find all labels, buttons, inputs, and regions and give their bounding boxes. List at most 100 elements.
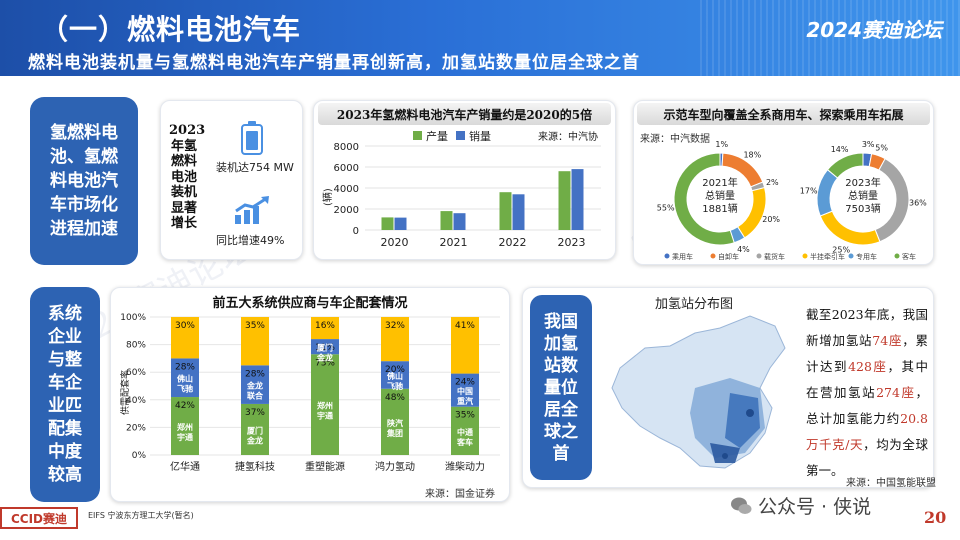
- production-chart-source: 来源：中汽协: [538, 130, 598, 143]
- legend-dot: [802, 253, 808, 259]
- supplier-chart-ylabel: 供需配套率: [119, 370, 131, 415]
- supplier-chart-source: 来源：国金证券: [425, 489, 495, 500]
- bar-production: [558, 171, 571, 230]
- donut-slice: [826, 152, 864, 179]
- ccid-logo: CCID赛迪: [0, 507, 78, 529]
- donut-slice-label: 14%: [831, 145, 849, 154]
- legend-label-production: 产量: [426, 129, 448, 143]
- pill-market-process: 氢燃料电池、氢燃料电池汽车市场化进程加速: [30, 97, 138, 265]
- vehicle-type-donuts: 1% 18% 2% 20% 4% 55% 3% 5% 36% 25% 17% 14% 2021年 总…: [657, 140, 927, 261]
- donut-slice-label: 3%: [862, 140, 875, 149]
- y-tick-label: 6000: [334, 163, 359, 174]
- segment-percent: 73%: [315, 358, 335, 368]
- stack-segment: [451, 406, 479, 455]
- y-tick-label: 60%: [126, 368, 146, 378]
- donut-2021-center-line2: 总销量: [705, 189, 735, 202]
- china-map-image: [611, 315, 786, 469]
- donut-slice-label: 25%: [832, 245, 850, 254]
- donut-legend-label: 乘用车: [672, 252, 693, 261]
- segment-label: 联合: [247, 391, 264, 401]
- y-tick-label: 40%: [126, 396, 146, 406]
- station-summary-text: 截至2023年底，我国新增加氢站74座，累计达到428座，其中在营加氢站274座…: [806, 302, 928, 484]
- donut-slice: [673, 152, 735, 246]
- production-chart-ylabel: (辆): [321, 188, 334, 206]
- stack-segment: [171, 397, 199, 455]
- install-panel: 2023年氢燃料电池装机显著增长 装机达754 MW 同比增速49%: [160, 100, 303, 260]
- summary-highlight-total: 428座: [848, 359, 888, 374]
- donut-2021-center-line1: 2021年: [702, 176, 737, 189]
- donut-2021-center-line3: 1881辆: [702, 202, 737, 215]
- segment-label: 宇通: [317, 411, 333, 421]
- segment-label: 金龙: [246, 381, 263, 391]
- segment-label: 宇通: [177, 432, 193, 442]
- donut-slice: [874, 158, 910, 243]
- donut-slice-label: 4%: [737, 245, 750, 254]
- segment-percent: 28%: [245, 369, 265, 379]
- header-banner: （一）燃料电池汽车 2024赛迪论坛 燃料电池装机量与氢燃料电池汽车产销量再创新…: [0, 0, 960, 76]
- segment-percent: 42%: [175, 401, 195, 411]
- donut-legend-label: 自卸车: [718, 252, 739, 261]
- y-tick-label: 2000: [334, 205, 359, 216]
- y-tick-label: 20%: [126, 423, 146, 433]
- summary-text: 截至2023年底，我国新增加氢站: [806, 307, 928, 348]
- y-tick-label: 80%: [126, 341, 146, 351]
- segment-label: 金龙: [316, 353, 333, 363]
- stack-segment: [381, 317, 409, 362]
- segment-label: 郑州: [317, 401, 333, 411]
- segment-percent: 32%: [385, 321, 405, 331]
- donut-slice-label: 18%: [743, 151, 761, 160]
- donut-2023-center-line1: 2023年: [845, 176, 880, 189]
- bar-sales: [512, 194, 525, 230]
- segment-label: 中通: [457, 427, 473, 437]
- summary-text: ，均为全球第一。: [806, 437, 928, 478]
- segment-percent: 30%: [175, 321, 195, 331]
- stack-segment: [241, 317, 269, 366]
- stack-segment: [381, 361, 409, 389]
- stack-segment: [241, 365, 269, 404]
- bar-sales: [394, 217, 407, 230]
- donut-2023-center-line2: 总销量: [848, 189, 878, 202]
- donut-slice: [736, 186, 767, 239]
- x-tick-label: 2022: [499, 236, 527, 249]
- growth-chart-icon: [235, 196, 269, 224]
- install-vertical-label: 2023年氢燃料电池装机显著增长: [169, 123, 206, 231]
- wechat-icon: [731, 497, 752, 514]
- segment-percent: 35%: [245, 321, 265, 331]
- page-number: 20: [924, 508, 947, 527]
- stack-segment: [381, 388, 409, 455]
- donut-slice-label: 17%: [800, 186, 818, 195]
- legend-swatch-production: [413, 131, 422, 140]
- segment-percent: 37%: [245, 408, 265, 418]
- x-tick-label: 捷氢科技: [235, 460, 275, 473]
- eifs-logo: EIFS 宁波东方理工大学(暂名): [88, 511, 194, 520]
- segment-percent: 48%: [385, 393, 405, 403]
- segment-label: 陕汽: [387, 418, 403, 428]
- wechat-account-label: 公众号 · 侠说: [758, 496, 872, 518]
- segment-percent: 24%: [455, 378, 475, 388]
- donut-legend-label: 客车: [902, 252, 916, 261]
- stack-segment: [311, 317, 339, 340]
- donut-legend-label: 专用车: [856, 252, 877, 261]
- donut-slice-label: 1%: [715, 140, 728, 149]
- donut-legend-label: 半挂牵引车: [810, 252, 845, 261]
- x-tick-label: 重塑能源: [305, 460, 345, 473]
- wechat-watermark: 公众号 · 侠说: [730, 492, 871, 519]
- donut-2023-center-line3: 7503辆: [845, 202, 880, 215]
- donut-legend-label: 载货车: [764, 252, 785, 261]
- x-tick-label: 潍柴动力: [445, 460, 485, 473]
- segment-percent: 20%: [385, 365, 405, 375]
- bar-sales: [571, 169, 584, 230]
- donut-slice-label: 5%: [875, 143, 888, 152]
- stack-segment: [311, 339, 339, 355]
- segment-label: 金龙: [246, 435, 263, 445]
- map-source: 来源：中国氢能联盟: [846, 478, 936, 489]
- summary-text: ，累计达到: [806, 333, 928, 374]
- segment-label: 厦门: [247, 425, 263, 435]
- stack-segment: [451, 317, 479, 374]
- vehicle-type-title: 示范车型向覆盖全系商用车、探索乘用车拓展: [637, 103, 930, 125]
- vehicle-type-source: 来源：中汽数据: [640, 134, 710, 145]
- legend-dot: [710, 253, 716, 259]
- legend-dot: [848, 253, 854, 259]
- x-tick-label: 鸿力氢动: [375, 460, 415, 473]
- page-subtitle: 燃料电池装机量与氢燃料电池汽车产销量再创新高，加氢站数量位居全球之首: [28, 53, 640, 73]
